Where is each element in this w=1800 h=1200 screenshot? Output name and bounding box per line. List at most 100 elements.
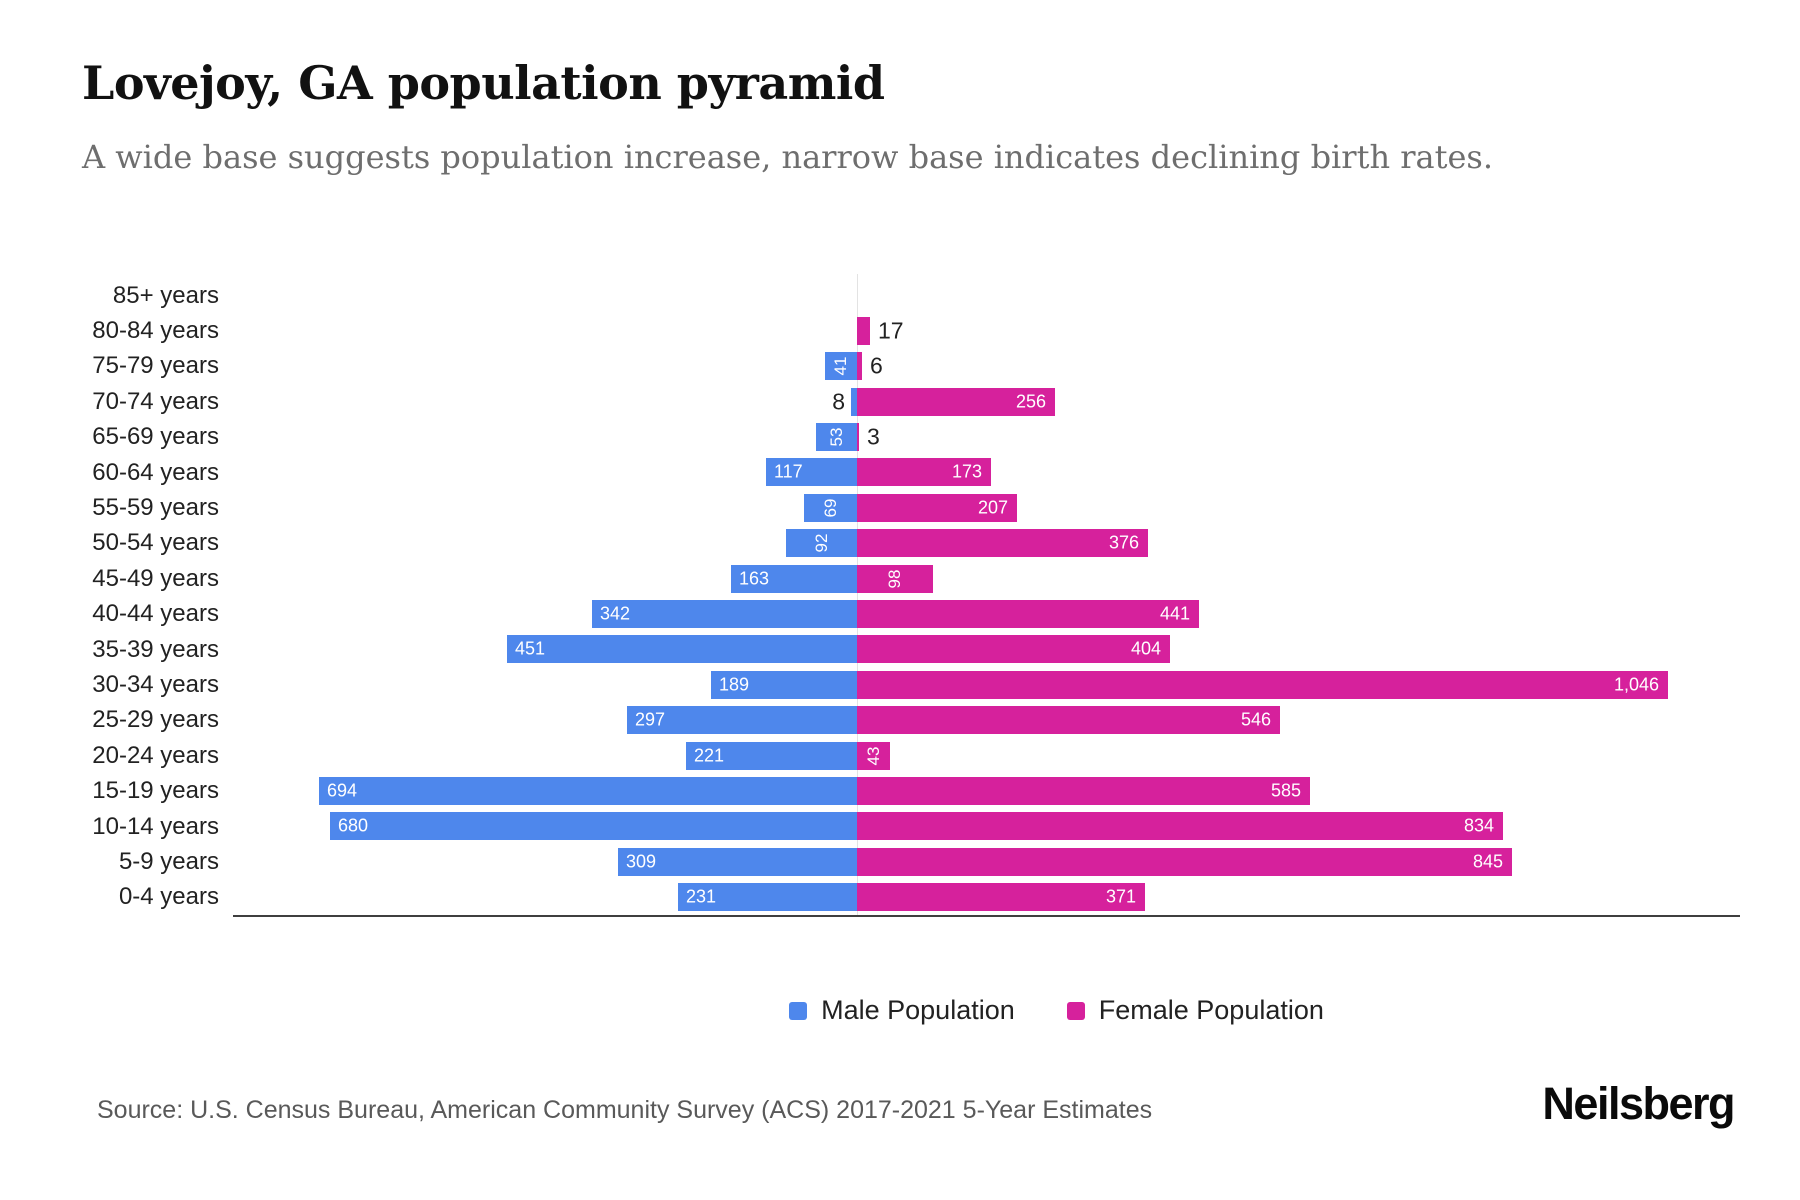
male-value-label: 69 — [820, 498, 840, 518]
male-bar: 117 — [766, 458, 857, 487]
legend-label-male: Male Population — [821, 995, 1015, 1025]
pyramid-row: 45-49 years 163 98 — [70, 561, 1740, 596]
female-value-label: 173 — [951, 461, 982, 482]
male-bar: 451 — [507, 635, 857, 664]
female-bar: 17 — [857, 316, 904, 345]
pyramid-row: 65-69 years 53 3 — [70, 420, 1740, 455]
age-group-label: 65-69 years — [92, 423, 219, 451]
center-axis-line — [857, 274, 858, 915]
age-group-label: 80-84 years — [92, 317, 219, 345]
legend-item-male[interactable]: Male Population — [789, 995, 1015, 1026]
female-bar: 585 — [857, 776, 1310, 805]
pyramid-row: 70-74 years 8 256 — [70, 384, 1740, 419]
age-group-label: 75-79 years — [92, 352, 219, 380]
page-subtitle: A wide base suggests population increase… — [82, 138, 1493, 176]
male-bar: 342 — [592, 600, 857, 629]
pyramid-row: 25-29 years 297 546 — [70, 703, 1740, 738]
female-value-label: 256 — [1015, 391, 1046, 412]
female-swatch-icon — [1066, 1001, 1085, 1020]
bar-track: 163 98 — [233, 561, 1740, 596]
male-swatch-icon — [789, 1001, 808, 1020]
page-title: Lovejoy, GA population pyramid — [82, 56, 885, 110]
male-bar: 297 — [627, 706, 857, 735]
male-bar: 163 — [731, 564, 857, 593]
bar-track: 231 371 — [233, 880, 1740, 915]
pyramid-rows: 85+ years 80-84 years 17 75-79 years 41 6 70-7… — [70, 278, 1740, 915]
bar-track: 342 441 — [233, 597, 1740, 632]
age-group-label: 25-29 years — [92, 706, 219, 734]
female-bar: 256 — [857, 387, 1055, 416]
male-value-label: 309 — [626, 851, 657, 872]
female-value-label: 376 — [1108, 532, 1139, 553]
pyramid-row: 30-34 years 189 1,046 — [70, 667, 1740, 702]
bar-track: 8 256 — [233, 384, 1740, 419]
pyramid-row: 20-24 years 221 43 — [70, 738, 1740, 773]
bar-track: 41 6 — [233, 349, 1740, 384]
bar-track: 69 207 — [233, 490, 1740, 525]
bar-track — [233, 278, 1740, 313]
male-value-label: 41 — [831, 356, 850, 376]
age-group-label: 50-54 years — [92, 529, 219, 557]
age-group-label: 45-49 years — [92, 564, 219, 592]
bar-track: 694 585 — [233, 773, 1740, 808]
male-value-label: 189 — [719, 674, 750, 695]
neilsberg-logo: Neilsberg — [1542, 1078, 1735, 1129]
female-value-label: 585 — [1270, 780, 1301, 801]
age-group-label: 0-4 years — [118, 883, 219, 911]
pyramid-row: 40-44 years 342 441 — [70, 597, 1740, 632]
female-value-label: 404 — [1130, 638, 1161, 659]
female-bar: 441 — [857, 600, 1199, 629]
pyramid-row: 50-54 years 92 376 — [70, 526, 1740, 561]
male-bar: 8 — [832, 387, 857, 416]
pyramid-chart: 85+ years 80-84 years 17 75-79 years 41 6 70-7… — [70, 274, 1740, 918]
female-bar: 376 — [857, 529, 1148, 558]
female-value-label: 371 — [1105, 886, 1136, 907]
age-group-label: 55-59 years — [92, 494, 219, 522]
female-bar: 404 — [857, 635, 1170, 664]
pyramid-row: 75-79 years 41 6 — [70, 349, 1740, 384]
male-bar: 694 — [319, 776, 857, 805]
male-bar: 69 — [804, 493, 857, 522]
bar-track: 309 845 — [233, 844, 1740, 879]
male-value-label: 694 — [327, 780, 358, 801]
chart-legend: Male Population Female Population — [303, 995, 1800, 1026]
age-group-label: 30-34 years — [92, 670, 219, 698]
female-bar: 3 — [857, 423, 880, 452]
pyramid-row: 10-14 years 680 834 — [70, 809, 1740, 844]
female-bar: 173 — [857, 458, 991, 487]
bar-track: 17 — [233, 313, 1740, 348]
female-value-label: 3 — [867, 423, 880, 450]
female-value-label: 441 — [1159, 603, 1190, 624]
legend-item-female[interactable]: Female Population — [1066, 995, 1324, 1026]
bar-track: 53 3 — [233, 420, 1740, 455]
age-group-label: 10-14 years — [92, 812, 219, 840]
legend-label-female: Female Population — [1098, 995, 1324, 1025]
male-value-label: 8 — [832, 388, 845, 415]
female-bar: 371 — [857, 883, 1145, 912]
age-group-label: 60-64 years — [92, 458, 219, 486]
bar-track: 680 834 — [233, 809, 1740, 844]
bar-track: 297 546 — [233, 703, 1740, 738]
female-value-label: 207 — [977, 497, 1008, 518]
male-value-label: 231 — [686, 886, 717, 907]
male-bar: 189 — [711, 670, 857, 699]
age-group-label: 5-9 years — [118, 847, 219, 875]
female-bar: 1,046 — [857, 670, 1668, 699]
male-bar: 309 — [618, 847, 857, 876]
x-axis-line — [233, 915, 1740, 918]
pyramid-row: 0-4 years 231 371 — [70, 880, 1740, 915]
female-bar: 207 — [857, 493, 1017, 522]
source-text: Source: U.S. Census Bureau, American Com… — [97, 1096, 1153, 1124]
male-value-label: 117 — [774, 461, 803, 482]
male-bar: 221 — [686, 741, 857, 770]
age-group-label: 35-39 years — [92, 635, 219, 663]
female-bar: 98 — [857, 564, 933, 593]
pyramid-row: 55-59 years 69 207 — [70, 490, 1740, 525]
bar-track: 451 404 — [233, 632, 1740, 667]
bar-track: 117 173 — [233, 455, 1740, 490]
pyramid-row: 85+ years — [70, 278, 1740, 313]
male-value-label: 53 — [826, 427, 846, 447]
age-group-label: 70-74 years — [92, 387, 219, 415]
age-group-label: 40-44 years — [92, 600, 219, 628]
